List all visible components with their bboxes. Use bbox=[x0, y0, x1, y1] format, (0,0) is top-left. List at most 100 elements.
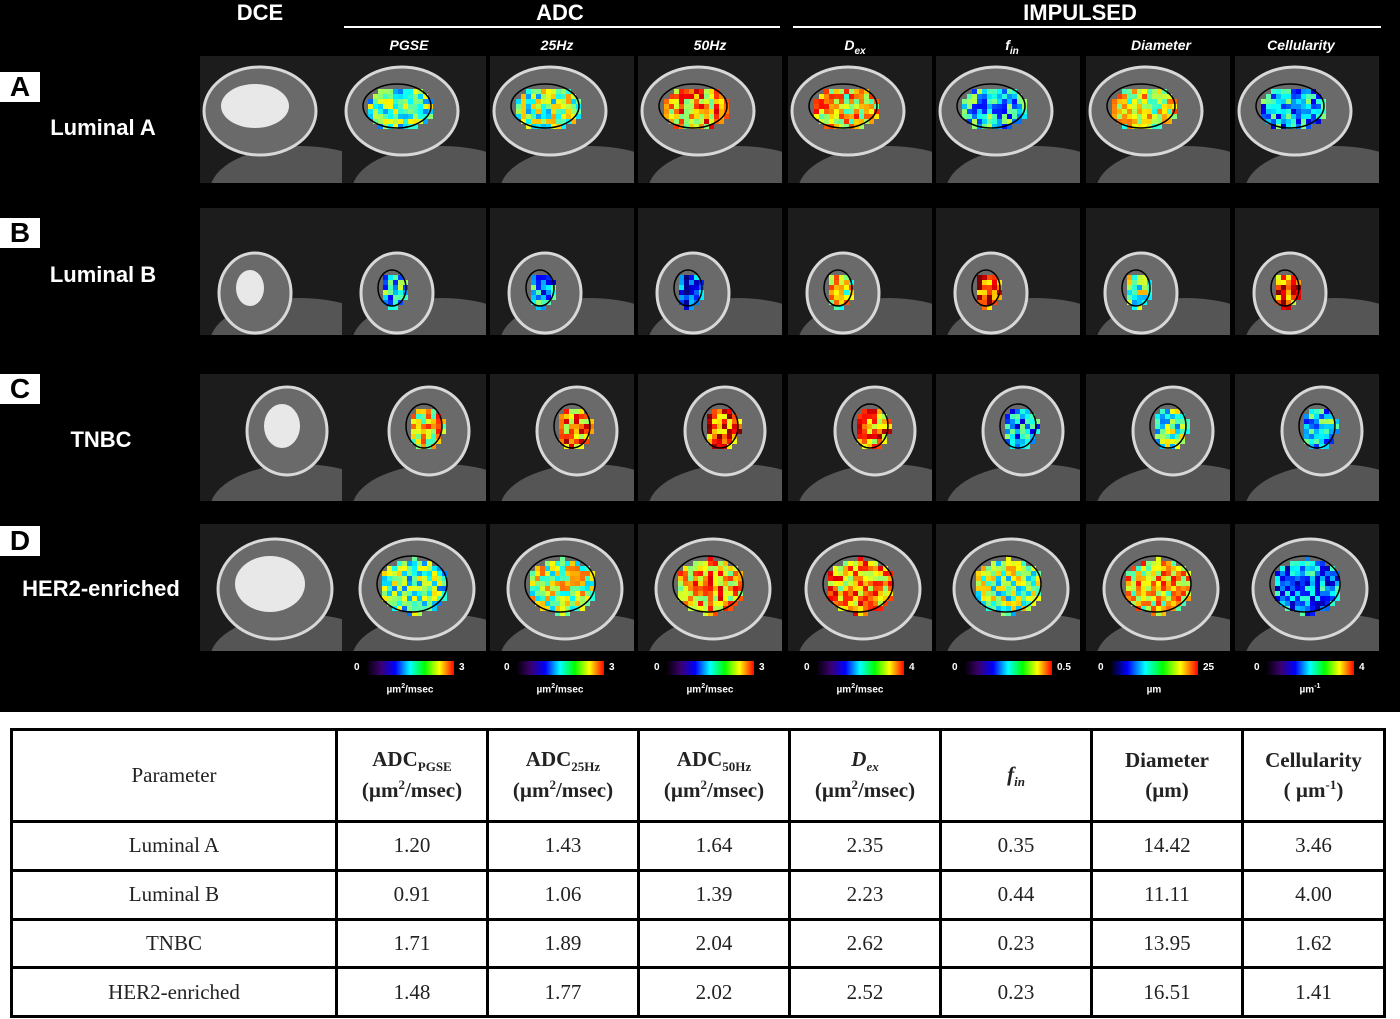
row-label-c: TNBC bbox=[70, 427, 132, 452]
mri-panel-her2-enriched-adc-50hz bbox=[638, 524, 782, 651]
cell-adc-50hz: 2.02 bbox=[637, 966, 791, 1018]
colorbar bbox=[964, 661, 1052, 675]
mri-image bbox=[1235, 374, 1379, 501]
th-adc-pgse-sub: PGSE bbox=[417, 759, 452, 775]
th-adc-25hz: ADC25Hz (µm2/msec) bbox=[486, 728, 640, 823]
th-adc-50hz-unit-sup: 2 bbox=[700, 777, 707, 793]
table-row: Luminal B 0.91 1.06 1.39 2.23 0.44 11.11… bbox=[10, 868, 1386, 921]
mri-panel-luminal-b-dce bbox=[200, 208, 344, 335]
subheader-fin-sub: in bbox=[1009, 45, 1019, 57]
th-adc-pgse-unit-sup: 2 bbox=[398, 777, 405, 793]
subheader-diameter: Diameter bbox=[1131, 37, 1191, 53]
mri-image bbox=[1086, 374, 1230, 501]
colorbar-gradient bbox=[366, 661, 454, 675]
cell-dex: 2.35 bbox=[788, 820, 942, 872]
mri-figure: DCE ADC IMPULSED PGSE 25Hz 50Hz Dex fin … bbox=[0, 0, 1400, 712]
colorbar-gradient bbox=[1266, 661, 1354, 675]
table-row: Luminal A 1.20 1.43 1.64 2.35 0.35 14.42… bbox=[10, 820, 1386, 872]
row-name: Luminal A bbox=[10, 820, 338, 872]
mri-panel-tnbc-dce bbox=[200, 374, 344, 501]
th-dex-main: D bbox=[851, 747, 867, 772]
th-dex-sub: ex bbox=[866, 759, 879, 775]
mri-image bbox=[936, 524, 1080, 651]
colorbar-gradient bbox=[666, 661, 754, 675]
cell-adc-50hz: 1.64 bbox=[637, 820, 791, 872]
th-adc-pgse-unit-b: /msec) bbox=[404, 778, 463, 803]
mri-image bbox=[788, 524, 932, 651]
cell-adc-50hz: 1.39 bbox=[637, 868, 791, 921]
mri-image bbox=[200, 208, 344, 335]
mri-image bbox=[638, 524, 782, 651]
mri-panel-luminal-b-impulsed-fin bbox=[936, 208, 1080, 335]
th-cellularity: Cellularity ( µm-1) bbox=[1241, 728, 1386, 823]
cell-dex: 2.52 bbox=[788, 966, 942, 1018]
cell-fin: 0.23 bbox=[939, 917, 1093, 970]
row-name: TNBC bbox=[10, 917, 338, 970]
colorbar-min-label: 0 bbox=[654, 662, 660, 673]
row-name: Luminal B bbox=[10, 868, 338, 921]
mri-image bbox=[638, 374, 782, 501]
colorbar bbox=[1110, 661, 1198, 675]
th-dex-unit-sup: 2 bbox=[851, 777, 858, 793]
mri-panel-luminal-b-impulsed-cellularity bbox=[1235, 208, 1379, 335]
th-adc-25hz-main: ADC bbox=[525, 747, 572, 772]
mri-panel-tnbc-adc-pgse bbox=[342, 374, 486, 501]
th-fin: fin bbox=[939, 728, 1093, 823]
colorbar bbox=[366, 661, 454, 675]
th-adc-50hz: ADC50Hz (µm2/msec) bbox=[637, 728, 791, 823]
cell-cellularity: 3.46 bbox=[1241, 820, 1386, 872]
mri-panel-tnbc-adc-50hz bbox=[638, 374, 782, 501]
mri-image bbox=[342, 56, 486, 183]
mri-image bbox=[788, 56, 932, 183]
colorbar-min-label: 0 bbox=[354, 662, 360, 673]
row-letter-c: C bbox=[0, 374, 40, 404]
cell-dex: 2.62 bbox=[788, 917, 942, 970]
colorbar-min-label: 0 bbox=[1098, 662, 1104, 673]
mri-panel-luminal-b-impulsed-diameter bbox=[1086, 208, 1230, 335]
table-header-row: Parameter ADCPGSE (µm2/msec) ADC25Hz (µm… bbox=[10, 728, 1386, 823]
mri-panel-her2-enriched-impulsed-diameter bbox=[1086, 524, 1230, 651]
colorbar-gradient bbox=[1110, 661, 1198, 675]
mri-image bbox=[342, 524, 486, 651]
cell-adc-pgse: 1.20 bbox=[335, 820, 489, 872]
cell-diameter: 13.95 bbox=[1090, 917, 1244, 970]
mri-image bbox=[1235, 524, 1379, 651]
mri-image bbox=[638, 56, 782, 183]
row-name: HER2-enriched bbox=[10, 966, 338, 1018]
th-dex-unit-b: /msec) bbox=[857, 778, 916, 803]
mri-image bbox=[200, 374, 344, 501]
subheader-cellularity: Cellularity bbox=[1267, 37, 1335, 53]
th-adc-25hz-unit-b: /msec) bbox=[555, 778, 614, 803]
table-row: TNBC 1.71 1.89 2.04 2.62 0.23 13.95 1.62 bbox=[10, 917, 1386, 970]
subheader-dex: Dex bbox=[780, 37, 930, 57]
th-cellularity-unit-sup: -1 bbox=[1325, 776, 1337, 792]
subheader-fin-main: f bbox=[1005, 37, 1010, 53]
colorbar-gradient bbox=[516, 661, 604, 675]
mri-image bbox=[490, 524, 634, 651]
mri-image bbox=[200, 56, 344, 183]
mri-panel-luminal-a-impulsed-dex bbox=[788, 56, 932, 183]
mri-image bbox=[490, 56, 634, 183]
mri-image bbox=[200, 524, 344, 651]
mri-panel-luminal-a-adc-pgse bbox=[342, 56, 486, 183]
colorbar bbox=[516, 661, 604, 675]
colorbar-unit-label: µm bbox=[1146, 684, 1162, 696]
cell-cellularity: 4.00 bbox=[1241, 868, 1386, 921]
mri-panel-her2-enriched-impulsed-fin bbox=[936, 524, 1080, 651]
cell-adc-25hz: 1.06 bbox=[486, 868, 640, 921]
header-adc-divider bbox=[344, 26, 780, 28]
mri-panel-luminal-a-impulsed-fin bbox=[936, 56, 1080, 183]
cell-adc-pgse: 1.71 bbox=[335, 917, 489, 970]
colorbar-min-label: 0 bbox=[1254, 662, 1260, 673]
mri-panel-her2-enriched-impulsed-dex bbox=[788, 524, 932, 651]
colorbar-max-label: 3 bbox=[609, 662, 615, 673]
th-fin-main: f bbox=[1007, 761, 1015, 786]
th-diameter-unit: (µm) bbox=[1145, 777, 1189, 802]
th-cellularity-unit-a: ( µm bbox=[1283, 777, 1326, 802]
results-table-wrap: Parameter ADCPGSE (µm2/msec) ADC25Hz (µm… bbox=[10, 728, 1386, 1018]
header-impulsed: IMPULSED bbox=[1023, 0, 1137, 25]
row-letter-a: A bbox=[0, 72, 40, 102]
th-dex: Dex (µm2/msec) bbox=[788, 728, 942, 823]
mri-panel-luminal-b-impulsed-dex bbox=[788, 208, 932, 335]
cell-cellularity: 1.41 bbox=[1241, 966, 1386, 1018]
